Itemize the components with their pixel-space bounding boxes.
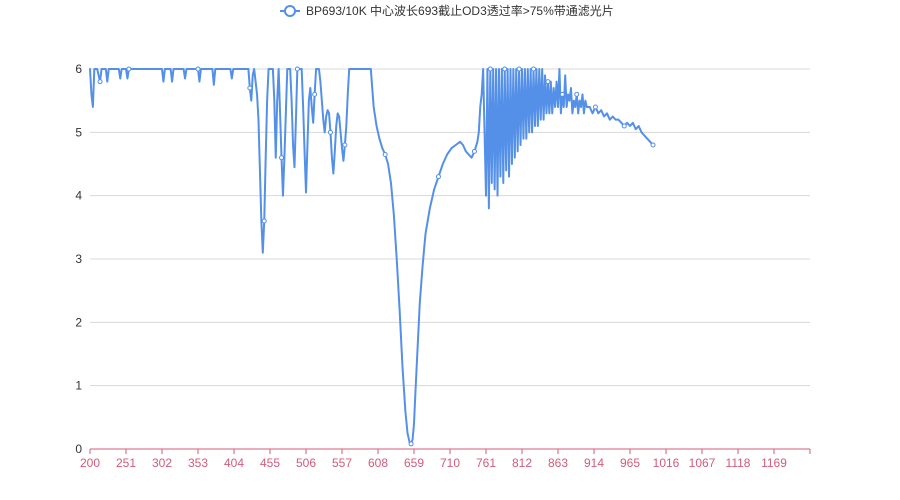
y-tick-label: 1	[75, 379, 82, 393]
x-tick-label: 251	[116, 456, 136, 470]
legend-circle-marker	[284, 5, 296, 17]
legend-label: BP693/10K 中心波长693截止OD3透过率>75%带通滤光片	[306, 3, 614, 18]
series-point	[126, 66, 132, 72]
grid-lines	[90, 68, 810, 387]
series-point	[471, 148, 477, 154]
x-tick-label: 863	[548, 456, 568, 470]
series-point	[621, 123, 627, 129]
series-point	[531, 66, 537, 72]
series-point	[502, 66, 508, 72]
series-group	[89, 66, 656, 447]
series-point	[435, 174, 441, 180]
series-point	[382, 152, 388, 157]
x-tick-label: 914	[584, 456, 604, 470]
series-point	[408, 441, 414, 447]
legend[interactable]: BP693/10K 中心波长693截止OD3透过率>75%带通滤光片	[280, 3, 614, 18]
series-point	[261, 218, 267, 224]
series-line-0	[89, 68, 655, 445]
series-point	[487, 66, 493, 72]
series-point	[342, 142, 348, 148]
x-tick-label: 1067	[689, 456, 716, 470]
series-point	[97, 79, 103, 85]
x-tick-label: 608	[368, 456, 388, 470]
series-point	[559, 91, 565, 97]
x-tick-label: 965	[620, 456, 640, 470]
series-point	[279, 155, 285, 161]
y-tick-label: 6	[75, 62, 82, 76]
x-tick-label: 659	[404, 456, 424, 470]
y-tick-label: 4	[75, 189, 82, 203]
x-tick-label: 353	[188, 456, 208, 470]
y-tick-label: 3	[75, 252, 82, 266]
series-point	[247, 85, 253, 91]
x-tick-label: 1169	[761, 456, 787, 470]
x-tick-label: 1016	[653, 456, 680, 470]
x-tick-label: 302	[152, 456, 172, 470]
series-point	[516, 66, 522, 72]
series-point	[327, 129, 333, 135]
y-tick-label: 0	[75, 442, 82, 456]
series-point	[574, 91, 580, 97]
x-tick-label: 761	[476, 456, 496, 470]
y-tick-label: 2	[75, 315, 82, 329]
x-tick-label: 506	[296, 456, 316, 470]
series-point	[545, 79, 551, 85]
x-tick-label: 455	[260, 456, 280, 470]
x-tick-label: 200	[80, 456, 100, 470]
x-tick-label: 710	[440, 456, 460, 470]
series-point	[195, 66, 201, 72]
x-axis: 200 251 302 353 404 455 506 557 608 659 710 761 812 8…	[80, 448, 811, 470]
series-point	[294, 66, 300, 72]
series-point	[312, 91, 318, 97]
y-tick-label: 5	[75, 125, 82, 139]
y-axis-ticks: 0 1 2 3 4 5 6	[75, 62, 82, 456]
series-point	[592, 104, 598, 110]
x-tick-label: 812	[512, 456, 532, 470]
x-tick-label: 557	[332, 456, 352, 470]
x-tick-label: 404	[224, 456, 244, 470]
series-point	[650, 142, 656, 148]
x-tick-label: 1118	[726, 456, 751, 470]
